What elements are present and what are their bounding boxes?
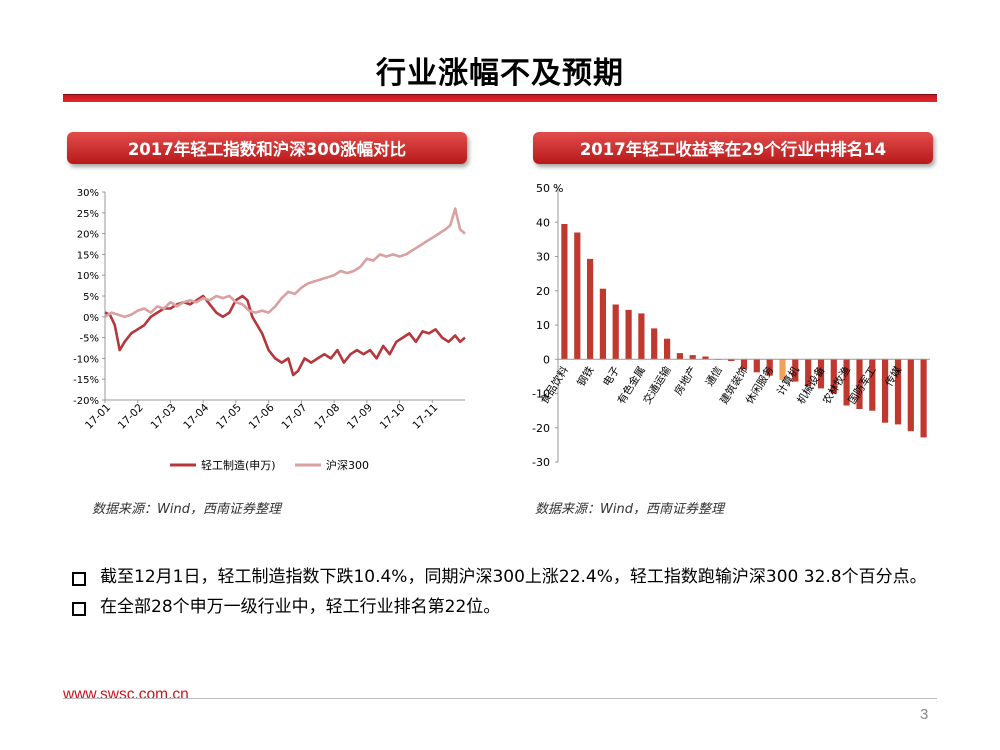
bar <box>664 338 671 360</box>
category-label: 电子 <box>600 364 622 389</box>
title-underline <box>63 95 937 102</box>
bullet-item: 截至12月1日，轻工制造指数下跌10.4%，同期沪深300上涨22.4%，轻工指… <box>72 564 952 591</box>
category-label: 房地产 <box>672 364 700 398</box>
x-tick-label: 17-09 <box>345 402 375 432</box>
website-link[interactable]: www.swsc.com.cn <box>63 686 189 703</box>
bar <box>856 359 863 409</box>
bar <box>587 258 594 360</box>
bar <box>869 359 876 411</box>
slide-title: 行业涨幅不及预期 <box>376 56 624 91</box>
y-tick-label: -30 <box>532 456 550 469</box>
line-chart: 30%25%20%15%10%5%0%-5%-10%-15%-20%17-01 1… <box>73 188 466 472</box>
y-tick-label: 20% <box>77 230 99 241</box>
bullet-text: 截至12月1日，轻工制造指数下跌10.4%，同期沪深300上涨22.4%，轻工指… <box>100 567 927 587</box>
bar <box>830 359 837 394</box>
bar <box>907 359 914 432</box>
y-tick-label: 10 <box>536 319 550 332</box>
bullet-text: 在全部28个申万一级行业中，轻工行业排名第22位。 <box>100 597 501 617</box>
y-tick-label: 30 <box>536 251 550 264</box>
y-tick-label: -20% <box>73 396 99 407</box>
bar <box>728 359 735 361</box>
right-chart-header: 2017年轻工收益率在29个行业中排名14 <box>533 132 933 164</box>
bar <box>894 359 902 425</box>
series-line-hs300 <box>104 207 466 319</box>
right-data-source: 数据来源：Wind，西南证券整理 <box>535 502 724 517</box>
bar <box>676 353 683 360</box>
bar <box>805 359 812 386</box>
y-axis-unit: % <box>553 182 563 195</box>
bar <box>779 359 786 380</box>
left-data-source: 数据来源：Wind，西南证券整理 <box>92 502 281 517</box>
bar <box>882 359 889 423</box>
y-tick-label: 0 <box>543 353 550 366</box>
bar <box>843 359 850 406</box>
category-label: 食品饮料 <box>538 364 572 407</box>
bar <box>702 356 709 360</box>
bar <box>817 359 825 389</box>
legend-label: 轻工制造(申万) <box>201 458 276 472</box>
y-tick-label: -10% <box>73 354 99 365</box>
x-tick-label: 17-04 <box>181 401 211 431</box>
left-chart-header: 2017年轻工指数和沪深300涨幅对比 <box>67 132 467 164</box>
bar <box>689 355 696 360</box>
bar <box>792 359 799 382</box>
y-tick-label: -20 <box>532 422 550 435</box>
bar <box>599 288 606 360</box>
bar <box>740 359 748 369</box>
bullet-item: 在全部28个申万一级行业中，轻工行业排名第22位。 <box>72 594 952 621</box>
bar <box>920 359 927 438</box>
bar <box>766 359 773 376</box>
y-tick-label: 10% <box>77 271 99 282</box>
legend-label: 沪深300 <box>326 458 369 472</box>
category-label: 通信 <box>704 364 725 388</box>
bar <box>561 224 568 360</box>
y-tick-label: -10 <box>532 388 550 401</box>
y-tick-label: 15% <box>77 250 99 261</box>
x-tick-label: 17-02 <box>116 402 146 432</box>
y-tick-label: 20 <box>536 285 550 298</box>
bar <box>574 232 581 360</box>
x-tick-label: 17-08 <box>312 402 342 432</box>
x-tick-label: 17-07 <box>279 402 309 432</box>
bar <box>625 309 632 360</box>
bar <box>753 359 760 373</box>
y-tick-label: 30% <box>77 188 99 199</box>
y-tick-label: 0% <box>83 313 99 324</box>
footer-divider <box>63 698 937 699</box>
x-tick-label: 17-05 <box>214 402 244 432</box>
y-tick-label: 50 <box>536 182 550 195</box>
bullet-square-icon <box>72 602 86 616</box>
category-label: 钢铁 <box>574 364 596 389</box>
page-number: 3 <box>920 706 929 723</box>
x-tick-label: 17-11 <box>410 402 440 432</box>
y-tick-label: 5% <box>83 292 99 303</box>
x-tick-label: 17-03 <box>149 402 179 432</box>
bar <box>612 304 619 360</box>
series-line-light-industry <box>104 294 466 377</box>
x-tick-label: 17-10 <box>378 402 408 432</box>
bullet-square-icon <box>72 572 86 586</box>
y-tick-label: -5% <box>80 334 99 345</box>
y-tick-label: 40 <box>536 216 550 229</box>
bullet-list: 截至12月1日，轻工制造指数下跌10.4%，同期沪深300上涨22.4%，轻工指… <box>72 564 952 621</box>
bar <box>638 313 645 360</box>
y-tick-label: 25% <box>77 209 99 220</box>
bar <box>651 328 658 360</box>
y-tick-label: -15% <box>73 375 99 386</box>
x-tick-label: 17-06 <box>247 401 277 431</box>
